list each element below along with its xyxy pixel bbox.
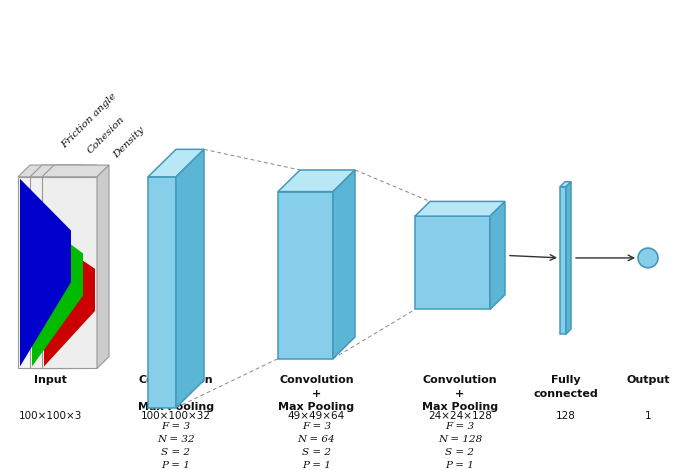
Text: P = 1: P = 1 (445, 461, 475, 470)
Text: 100×100×32: 100×100×32 (141, 411, 211, 421)
Polygon shape (30, 165, 97, 177)
Text: F = 3: F = 3 (445, 423, 475, 431)
Text: 1: 1 (645, 411, 651, 421)
Polygon shape (560, 187, 566, 334)
Polygon shape (148, 149, 204, 177)
Polygon shape (415, 202, 505, 216)
Polygon shape (85, 165, 97, 368)
Text: Convolution
+
Max Pooling: Convolution + Max Pooling (138, 376, 214, 412)
Text: Fully
connected: Fully connected (533, 376, 598, 399)
Circle shape (638, 248, 658, 268)
Text: Input: Input (34, 376, 67, 385)
Text: 128: 128 (556, 411, 575, 421)
Text: Output: Output (626, 376, 670, 385)
Text: Density: Density (112, 125, 147, 160)
Polygon shape (176, 149, 204, 408)
Polygon shape (97, 165, 109, 368)
Polygon shape (44, 235, 95, 367)
Text: F = 3: F = 3 (162, 423, 190, 431)
Text: Cohesion: Cohesion (86, 115, 127, 155)
Text: 100×100×3: 100×100×3 (18, 411, 82, 421)
Text: P = 1: P = 1 (162, 461, 190, 470)
Text: N = 128: N = 128 (438, 435, 482, 444)
Polygon shape (32, 215, 83, 367)
Polygon shape (278, 192, 333, 359)
Polygon shape (20, 179, 71, 367)
Polygon shape (333, 170, 355, 359)
Text: Friction angle: Friction angle (60, 92, 119, 150)
Text: N = 64: N = 64 (298, 435, 336, 444)
Text: P = 1: P = 1 (302, 461, 331, 470)
Polygon shape (18, 177, 73, 368)
Polygon shape (560, 182, 571, 187)
Text: S = 2: S = 2 (445, 448, 475, 457)
Text: F = 3: F = 3 (302, 423, 331, 431)
Polygon shape (73, 165, 85, 368)
Text: Convolution
+
Max Pooling: Convolution + Max Pooling (422, 376, 498, 412)
Polygon shape (566, 182, 571, 334)
Polygon shape (18, 165, 85, 177)
Polygon shape (148, 177, 176, 408)
Text: N = 32: N = 32 (157, 435, 195, 444)
Polygon shape (42, 177, 97, 368)
Text: S = 2: S = 2 (162, 448, 190, 457)
Polygon shape (30, 177, 85, 368)
Text: Convolution
+
Max Pooling: Convolution + Max Pooling (278, 376, 355, 412)
Text: 49×49×64: 49×49×64 (288, 411, 345, 421)
Polygon shape (415, 216, 490, 309)
Polygon shape (278, 170, 355, 192)
Text: 24×24×128: 24×24×128 (428, 411, 492, 421)
Polygon shape (42, 165, 109, 177)
Polygon shape (490, 202, 505, 309)
Text: S = 2: S = 2 (302, 448, 331, 457)
